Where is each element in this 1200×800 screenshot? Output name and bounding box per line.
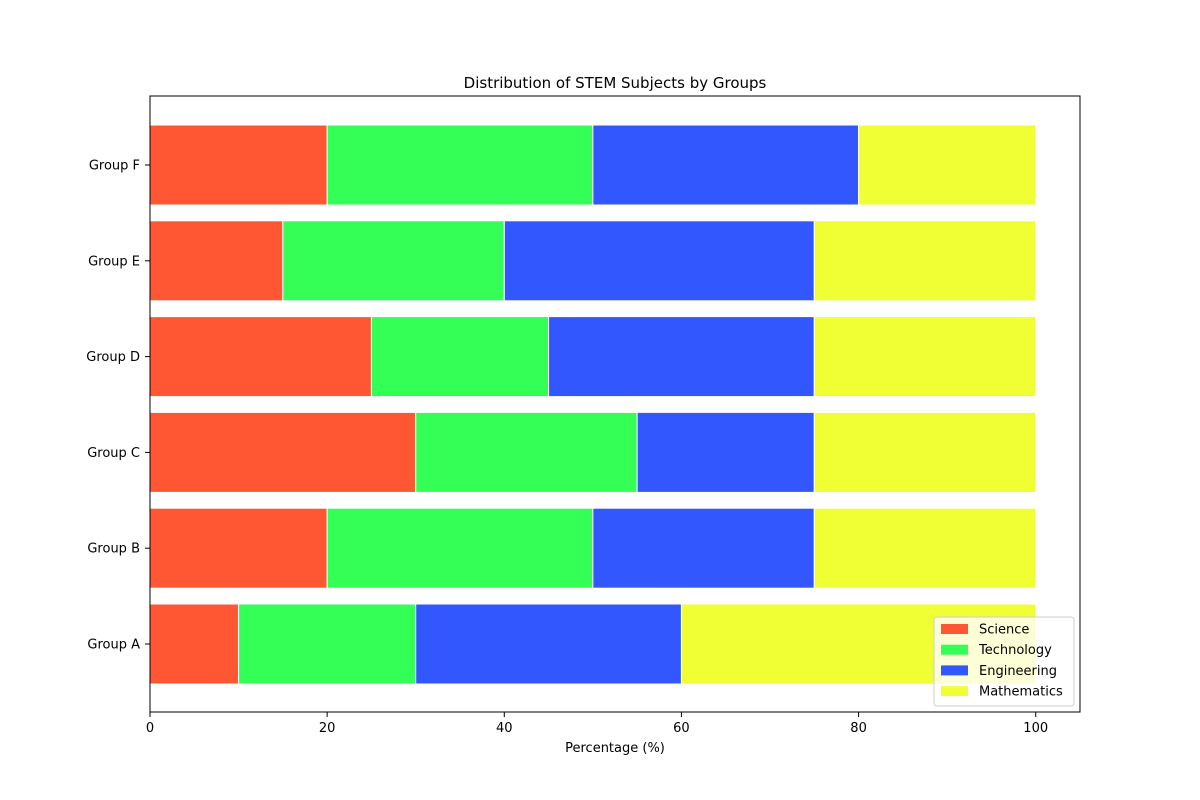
bar-mathematics-group-d [813, 316, 1037, 398]
legend-swatch-technology [941, 644, 968, 655]
legend-label-technology: Technology [978, 643, 1052, 658]
bars-layer [149, 124, 1037, 685]
bar-technology-group-e [282, 220, 505, 302]
bar-technology-group-b [326, 507, 594, 589]
bar-engineering-group-c [636, 411, 815, 493]
bar-technology-group-c [415, 411, 638, 493]
y-axis: Group A Group B Group C Group D Group E Group… [86, 159, 150, 653]
bar-mathematics-group-f [858, 124, 1037, 206]
bar-science-group-e [149, 220, 284, 302]
plot-frame [149, 95, 1081, 713]
bar-technology-group-d [370, 316, 550, 398]
x-tick-label-0: 0 [146, 721, 154, 736]
bar-engineering-group-a [415, 603, 682, 685]
chart-title: Distribution of STEM Subjects by Groups [464, 74, 767, 92]
bar-science-group-f [149, 124, 328, 206]
y-tick-label-group-a: Group A [87, 638, 140, 653]
y-tick-label-group-b: Group B [87, 542, 140, 557]
legend-swatch-mathematics [941, 686, 968, 697]
y-tick-label-group-f: Group F [89, 159, 140, 174]
bar-mathematics-group-c [813, 411, 1037, 493]
bar-science-group-b [149, 507, 328, 589]
x-tick-label-100: 100 [1023, 721, 1048, 736]
bar-technology-group-a [238, 603, 417, 685]
bar-science-group-a [149, 603, 240, 685]
bar-science-group-d [149, 316, 372, 398]
bar-mathematics-group-e [813, 220, 1037, 302]
x-tick-label-80: 80 [850, 721, 867, 736]
y-tick-label-group-d: Group D [86, 350, 140, 365]
legend-label-engineering: Engineering [979, 664, 1057, 679]
x-axis: 0 20 40 60 80 100 [146, 712, 1048, 736]
x-tick-label-20: 20 [319, 721, 336, 736]
x-tick-label-40: 40 [496, 721, 513, 736]
legend-swatch-engineering [941, 665, 968, 676]
y-tick-label-group-c: Group C [87, 446, 140, 461]
bar-engineering-group-d [548, 316, 815, 398]
x-tick-label-60: 60 [673, 721, 690, 736]
x-axis-label: Percentage (%) [565, 741, 665, 756]
bar-engineering-group-f [592, 124, 860, 206]
y-tick-label-group-e: Group E [88, 254, 140, 269]
bar-engineering-group-e [503, 220, 815, 302]
legend[interactable]: Science Technology Engineering Mathematics [933, 616, 1075, 707]
legend-box [933, 616, 1075, 707]
bar-mathematics-group-b [813, 507, 1037, 589]
bar-engineering-group-b [592, 507, 815, 589]
legend-label-science: Science [979, 623, 1029, 638]
bar-science-group-c [149, 411, 417, 493]
legend-label-mathematics: Mathematics [979, 685, 1063, 700]
bar-technology-group-f [326, 124, 594, 206]
legend-swatch-science [941, 624, 968, 634]
